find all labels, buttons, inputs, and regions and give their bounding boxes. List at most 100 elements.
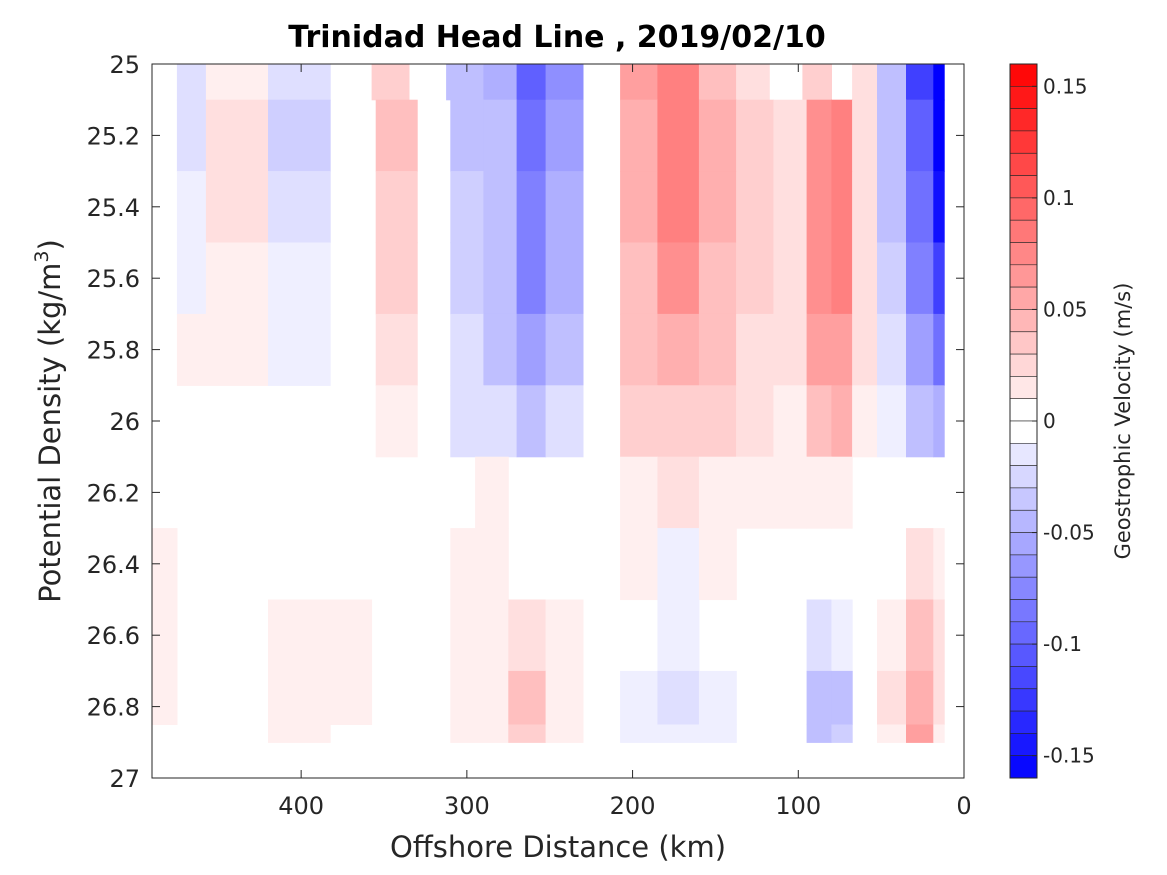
- velocity-cell: [450, 528, 476, 601]
- colorbar-step: [1009, 286, 1038, 310]
- colorbar-step: [1009, 576, 1038, 600]
- colorbar-step: [1009, 219, 1038, 243]
- velocity-cell: [877, 242, 907, 315]
- velocity-cell: [620, 242, 658, 315]
- velocity-cell: [906, 99, 934, 172]
- velocity-cell: [831, 313, 853, 386]
- velocity-cell: [620, 456, 658, 529]
- colorbar-tick-label: 0.05: [1043, 297, 1088, 321]
- colorbar-step: [1009, 398, 1038, 422]
- velocity-cell: [176, 171, 207, 244]
- velocity-cell: [831, 599, 853, 672]
- velocity-cell: [657, 242, 700, 315]
- velocity-cell: [450, 724, 476, 743]
- velocity-cell: [450, 99, 484, 172]
- velocity-cell: [268, 171, 331, 244]
- velocity-cell: [450, 670, 476, 725]
- y-tick-label: 26.8: [87, 694, 140, 722]
- colorbar-step: [1009, 86, 1038, 109]
- colorbar-steps: [1009, 63, 1038, 779]
- velocity-cell: [906, 171, 934, 244]
- velocity-cell: [831, 242, 853, 315]
- velocity-cell: [268, 64, 331, 101]
- velocity-cell: [698, 670, 737, 725]
- velocity-cell: [657, 99, 700, 172]
- velocity-cell: [545, 670, 584, 725]
- velocity-cell: [620, 385, 658, 458]
- velocity-cell: [698, 385, 737, 458]
- velocity-cell: [736, 242, 774, 315]
- colorbar-tick-label: 0: [1043, 409, 1056, 433]
- velocity-cell: [176, 242, 207, 315]
- velocity-cell: [375, 313, 418, 386]
- x-tick-label: 0: [956, 792, 971, 820]
- velocity-cell: [545, 724, 584, 743]
- colorbar-tick-label: -0.05: [1043, 521, 1095, 545]
- velocity-cell: [657, 313, 700, 386]
- velocity-cell: [698, 456, 737, 529]
- velocity-cell: [831, 385, 853, 458]
- velocity-cell: [516, 64, 547, 101]
- velocity-cell: [375, 171, 418, 244]
- colorbar-step: [1009, 376, 1038, 399]
- colorbar-step: [1009, 643, 1038, 667]
- colorbar-step: [1009, 264, 1038, 288]
- velocity-cell: [698, 313, 737, 386]
- velocity-cell: [852, 385, 878, 458]
- velocity-cell: [773, 385, 808, 458]
- velocity-cell: [831, 724, 853, 743]
- velocity-cell: [657, 599, 700, 672]
- velocity-cell: [205, 64, 269, 101]
- velocity-cell: [475, 670, 509, 725]
- colorbar-tick-label: -0.1: [1043, 632, 1082, 656]
- x-axis-label: Offshore Distance (km): [390, 830, 726, 864]
- colorbar-step: [1009, 63, 1038, 87]
- y-tick-label: 25.8: [87, 337, 140, 365]
- velocity-cell: [620, 724, 658, 743]
- velocity-cell: [508, 724, 547, 743]
- velocity-cell: [508, 670, 547, 725]
- colorbar-step: [1009, 599, 1038, 623]
- velocity-cell: [657, 171, 700, 244]
- colorbar-tick-label: 0.15: [1043, 74, 1088, 98]
- y-axis-label-end: ): [33, 239, 67, 250]
- velocity-cell: [736, 313, 774, 386]
- velocity-cell: [516, 385, 547, 458]
- velocity-cell: [933, 528, 945, 601]
- velocity-cell: [475, 528, 509, 601]
- y-tick-label: 26.6: [87, 622, 140, 650]
- velocity-cell: [516, 242, 547, 315]
- velocity-cell: [933, 670, 945, 725]
- x-tick-label: 300: [444, 792, 490, 820]
- velocity-cell: [877, 385, 907, 458]
- velocity-cell: [545, 599, 584, 672]
- velocity-cell: [620, 64, 658, 101]
- colorbar-frame: [1009, 63, 1038, 779]
- colorbar-step: [1009, 554, 1038, 578]
- velocity-cell: [698, 724, 737, 743]
- velocity-cell: [906, 724, 934, 743]
- velocity-cell: [450, 599, 476, 672]
- x-tick-label: 400: [278, 792, 324, 820]
- y-tick-label: 25.6: [87, 265, 140, 293]
- velocity-cell: [933, 385, 945, 458]
- velocity-cell: [268, 599, 331, 672]
- velocity-cell: [877, 724, 907, 743]
- velocity-cell: [620, 670, 658, 725]
- velocity-cell: [330, 599, 373, 672]
- velocity-cell: [657, 528, 700, 601]
- velocity-cell: [268, 670, 331, 725]
- velocity-cell: [450, 385, 484, 458]
- velocity-cell: [483, 99, 518, 172]
- velocity-cell: [446, 64, 484, 101]
- velocity-cell: [877, 313, 907, 386]
- velocity-cell: [906, 670, 934, 725]
- velocity-cell: [906, 242, 934, 315]
- velocity-field: [152, 64, 945, 743]
- velocity-cell: [806, 456, 833, 529]
- y-axis-label-superscript: 3: [31, 250, 53, 262]
- x-tick-label: 100: [775, 792, 821, 820]
- velocity-cell: [268, 242, 331, 315]
- velocity-cell: [906, 64, 934, 101]
- colorbar-step: [1009, 309, 1038, 332]
